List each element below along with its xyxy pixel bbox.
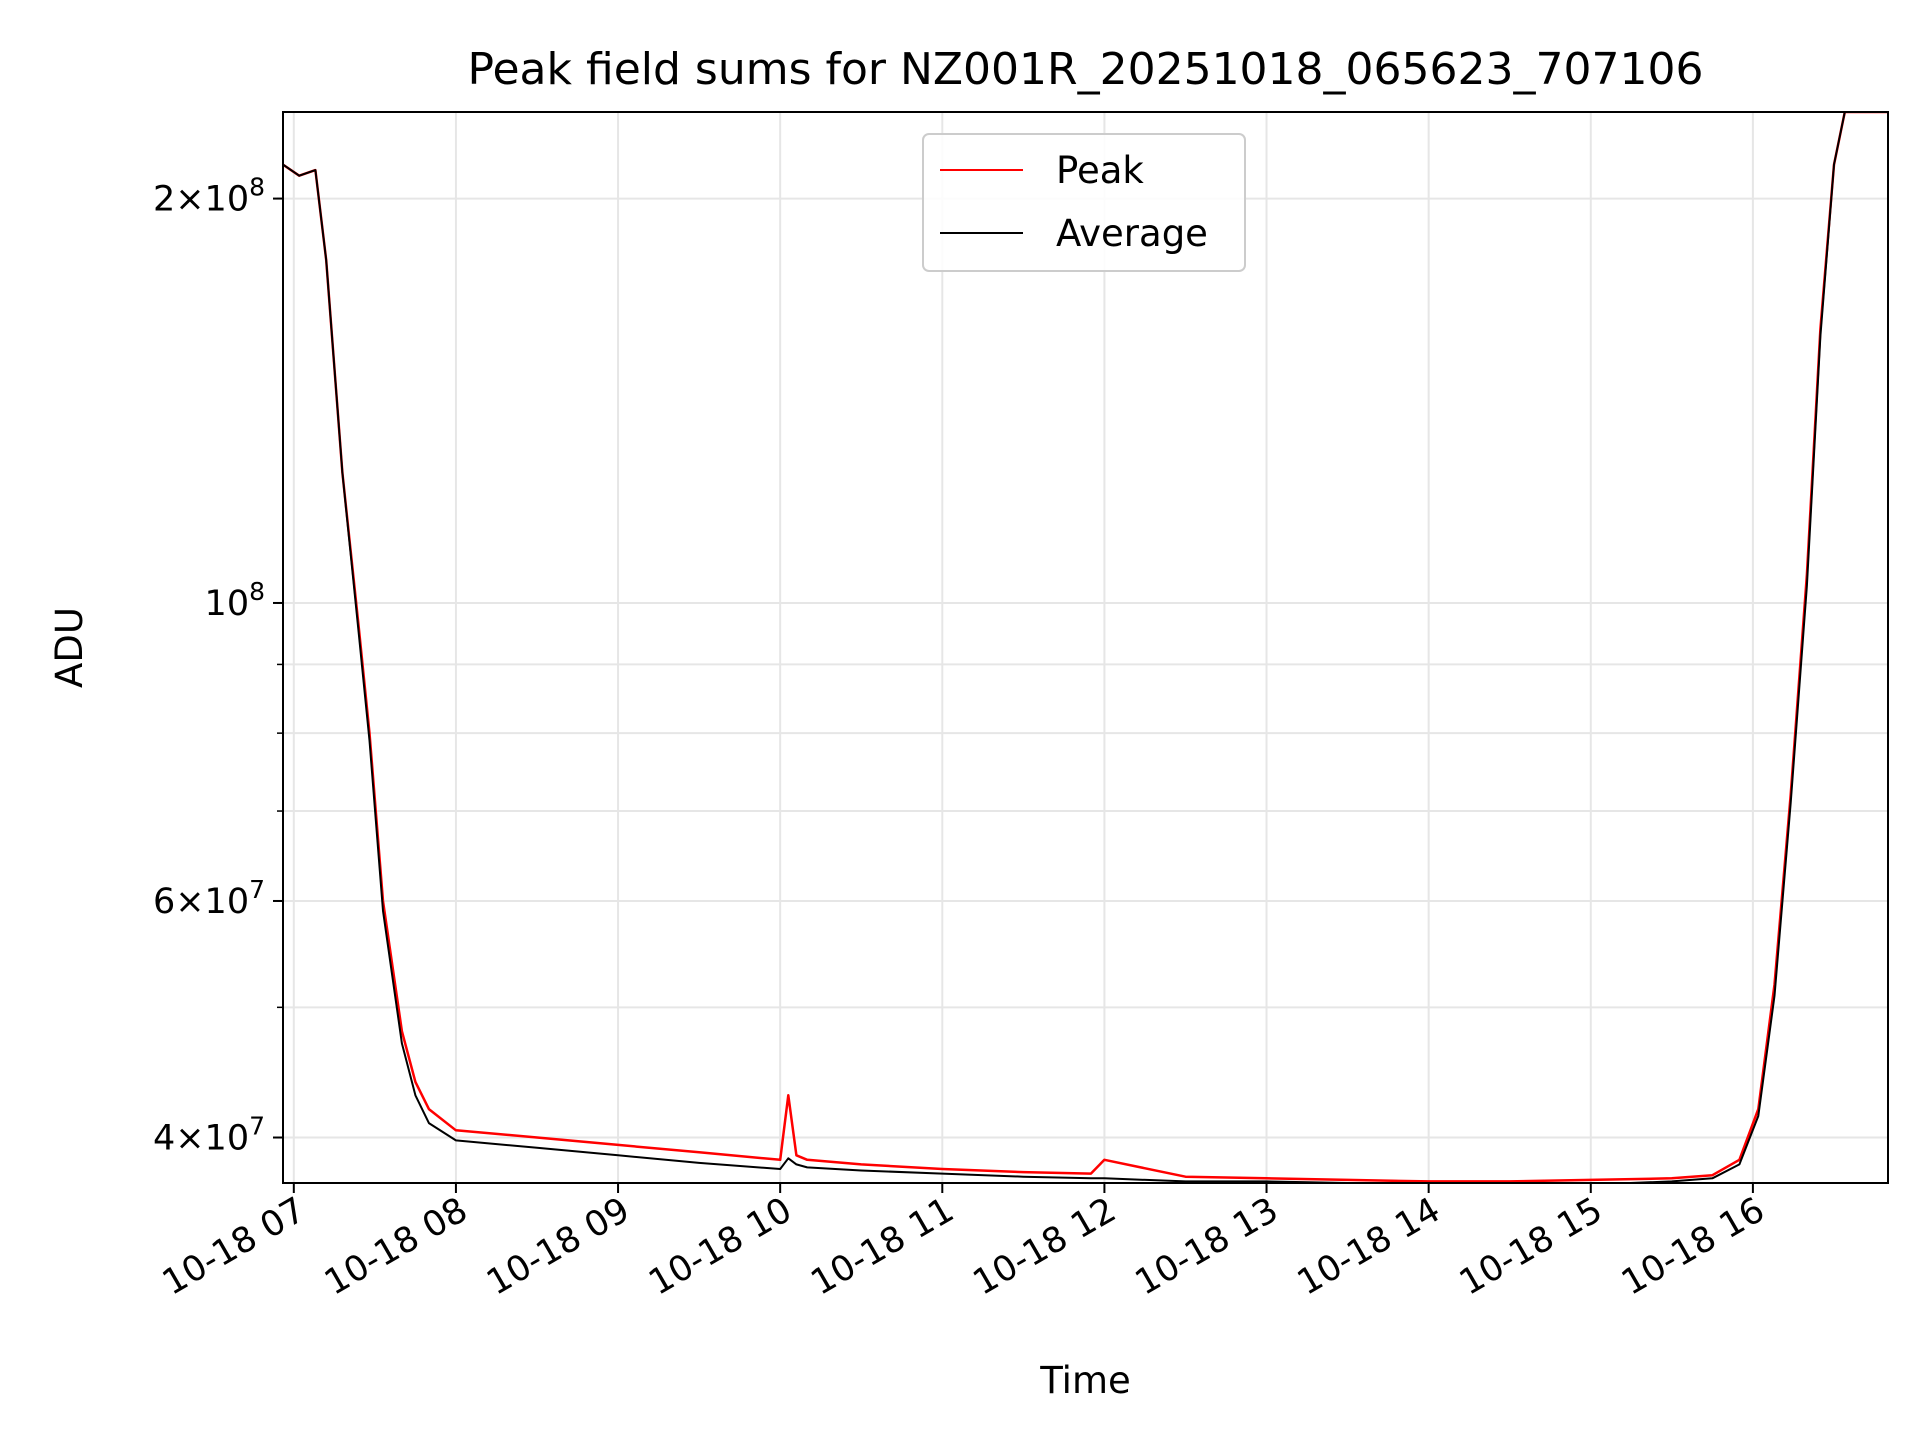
x-tick-label: 10-18 14 — [1291, 1190, 1447, 1303]
x-tick-label: 10-18 16 — [1615, 1190, 1771, 1303]
y-tick-label: 6×107 — [153, 875, 265, 922]
y-tick-label: 4×107 — [153, 1112, 265, 1159]
x-tick-label: 10-18 08 — [318, 1190, 474, 1303]
x-tick-label: 10-18 15 — [1453, 1190, 1609, 1303]
grid — [283, 112, 1888, 1183]
legend: Peak Average — [922, 133, 1246, 272]
x-tick-label: 10-18 12 — [967, 1190, 1123, 1303]
chart-title: Peak field sums for NZ001R_20251018_0656… — [468, 44, 1704, 95]
y-tick-label: 108 — [205, 577, 265, 624]
x-tick-label: 10-18 10 — [642, 1190, 798, 1303]
y-axis: 2×108 108 6×107 4×107 — [153, 173, 283, 1159]
x-tick-label: 10-18 07 — [156, 1190, 312, 1303]
legend-label: Average — [1056, 212, 1208, 255]
legend-box — [922, 133, 1246, 272]
x-tick-label: 10-18 09 — [480, 1190, 636, 1303]
series-line-peak — [283, 112, 1888, 1183]
series-layer — [283, 112, 1888, 1183]
y-axis-label: ADU — [48, 607, 91, 688]
x-axis: 10-18 07 10-18 08 10-18 09 10-18 10 10-18 11… — [156, 1183, 1771, 1303]
plot-frame — [282, 111, 1889, 1184]
legend-label: Peak — [1056, 149, 1144, 192]
series-line-average — [283, 112, 1888, 1183]
x-tick-label: 10-18 11 — [805, 1190, 961, 1303]
y-tick-label: 2×108 — [153, 173, 265, 220]
x-tick-label: 10-18 13 — [1129, 1190, 1285, 1303]
x-axis-label: Time — [1039, 1359, 1131, 1402]
